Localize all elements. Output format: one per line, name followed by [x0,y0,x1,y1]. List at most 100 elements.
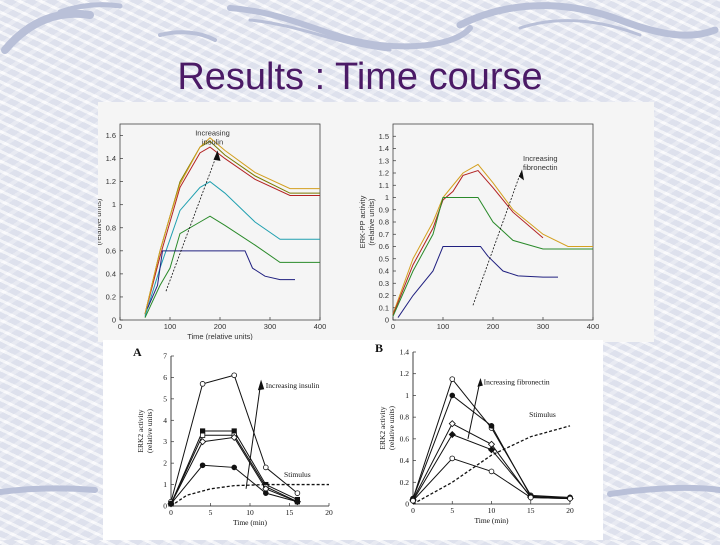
series-line-0 [412,378,571,499]
x-tick-label: 15 [286,508,294,517]
data-point [488,468,495,475]
y-tick-label: 2 [163,459,167,468]
y-axis-label: ERK2 activity [378,406,387,449]
y-tick-label: 0.1 [379,303,389,312]
x-tick-label: 10 [246,508,254,517]
y-tick-label: 0.5 [379,254,389,263]
series-line-3 [144,181,320,317]
annotation-text: Increasing fibronectin [484,378,550,387]
data-point [567,495,573,502]
annotation-arrow [245,385,261,489]
x-tick-label: 400 [314,322,327,331]
y-tick-label: 0.6 [106,246,116,255]
y-tick-label: 1 [112,200,116,209]
x-tick-label: 400 [587,322,600,331]
x-tick-label: 5 [450,506,454,515]
annotation-text: fibronectin [523,163,558,172]
data-point [448,430,456,439]
annotation-arrow [165,152,218,292]
arrow-head [477,378,483,387]
panel-label: A [133,345,142,359]
series-stimulus-line [170,483,329,507]
data-point [294,490,301,496]
x-tick-label: 300 [264,322,277,331]
series-line-5 [147,250,295,309]
y-tick-label: 0.4 [400,456,410,465]
y-tick-label: 0.4 [106,269,116,278]
data-point [199,438,207,446]
y-tick-label: 1 [405,391,409,400]
arrow-head [213,150,221,161]
y-tick-label: 0.3 [379,279,389,288]
data-point [231,428,237,434]
data-point [231,464,238,471]
data-point [263,490,269,496]
x-tick-label: 15 [527,506,535,515]
annotation-text: Increasing [523,154,558,163]
decorative-swoosh-header [1,2,719,54]
arrow-head [257,379,265,391]
x-tick-label: 20 [325,508,333,517]
data-point [199,462,206,469]
y-tick-label: 6 [163,373,167,382]
y-tick-label: 0 [163,502,167,511]
y-tick-label: 3 [163,437,167,446]
series-line-1 [144,146,320,315]
data-point [488,423,495,429]
x-tick-label: 100 [437,322,450,331]
series-line-0 [144,140,320,315]
data-point [449,455,456,462]
x-tick-label: 0 [391,322,395,331]
x-tick-label: 300 [537,322,550,331]
simulation-figure-panel: 0 100 200 300 400 0 0.2 0.4 0.6 0.8 1 1.2 1.4 1.6 Time… [85,102,654,342]
chart-A-insulin-experiment: 0 5 10 15 20 0 1 2 3 4 5 6 7 Time (min) ERK2 activity(… [133,345,333,527]
series-line-3 [397,246,558,318]
y-tick-label: 0 [112,316,116,325]
y-tick-label: 0.8 [106,223,116,232]
y-tick-label: 0.8 [379,218,389,227]
series-line-1 [392,169,544,316]
y-tick-label: 1 [163,480,167,489]
y-axis-label: ERK-PP activity [358,195,367,248]
series-stimulus-line [412,425,571,505]
y-tick-label: 0 [385,316,389,325]
panel-label: B [375,341,383,355]
chart-B-fibronectin-experiment: 0 5 10 15 20 0 0.2 0.4 0.6 0.8 1 1.2 1.4 Time (min) ER… [375,341,574,525]
x-tick-label: 20 [566,506,574,515]
y-tick-label: 5 [163,394,167,403]
x-tick-label: 200 [214,322,227,331]
annotation-arrow [472,172,521,306]
experimental-figure-panel: 0 5 10 15 20 0 1 2 3 4 5 6 7 Time (min) ERK2 activity(… [103,340,603,540]
y-tick-label: 1.2 [379,169,389,178]
x-tick-label: 100 [164,322,177,331]
x-axis-label: Time (min) [474,516,509,525]
y-axis-label: (relative units) [367,198,376,246]
y-tick-label: 0.2 [379,291,389,300]
data-point [230,433,238,441]
stimulus-label: Stimulus [284,470,311,479]
series-line-2 [144,137,320,315]
stimulus-label: Stimulus [529,410,556,419]
series-line-4 [144,215,320,318]
x-tick-label: 0 [169,508,173,517]
y-axis-label: (relative units) [98,198,103,246]
x-tick-label: 0 [118,322,122,331]
x-tick-label: 200 [487,322,500,331]
y-tick-label: 0.6 [400,434,410,443]
annotation-arrow [467,382,481,439]
series-line-4 [412,457,571,502]
data-point [449,376,456,382]
y-tick-label: 1.2 [400,369,410,378]
chart-fibronectin-simulation: 0 100 200 300 400 0 0.1 0.2 0.3 0.4 0.5 0.6 0.7 0.8 0.… [358,123,600,331]
x-axis-label: Time (relative units) [187,332,253,341]
y-tick-label: 1.4 [379,144,389,153]
slide-title: Results : Time course [177,56,543,98]
data-point [527,494,534,501]
y-tick-label: 1.2 [106,177,116,186]
annotation-text: insulin [202,138,223,147]
data-point [449,392,456,399]
y-tick-label: 1.3 [379,156,389,165]
y-tick-label: 4 [163,416,167,425]
data-point [200,428,206,434]
data-point [487,446,496,454]
